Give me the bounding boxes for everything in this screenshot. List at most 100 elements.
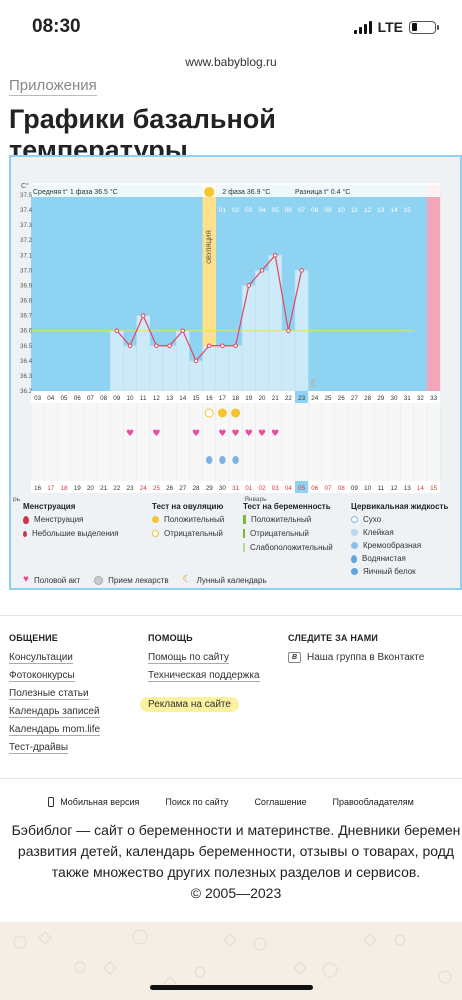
- calendar-date-label: 29: [206, 485, 214, 492]
- footer-link-ads[interactable]: Реклама на сайте: [140, 697, 260, 712]
- legend-menstruation: Менструация Менструация Небольшие выделе…: [23, 502, 119, 543]
- browser-url[interactable]: www.babyblog.ru: [185, 55, 277, 69]
- cycle-day-label: 20: [258, 395, 266, 402]
- pill-icon: [94, 575, 104, 585]
- calendar-date-label: 10: [364, 485, 372, 492]
- y-tick-label: 36.2: [20, 388, 33, 395]
- top-cycle-day-label: 06: [285, 207, 293, 214]
- y-tick-label: 36.8: [20, 298, 33, 305]
- home-indicator: [150, 985, 313, 990]
- footer-divider: [0, 615, 462, 616]
- today-date-highlight: [295, 481, 309, 493]
- ovulation-column: [202, 185, 216, 391]
- footer-link-calendar[interactable]: Календарь записей: [9, 706, 100, 718]
- footer-link-support[interactable]: Техническая поддержка: [148, 670, 260, 682]
- temperature-point: [167, 343, 172, 349]
- breadcrumb-apps[interactable]: Приложения: [9, 77, 97, 96]
- temperature-bar: [241, 285, 256, 392]
- footer-link-help[interactable]: Помощь по сайту: [148, 652, 229, 664]
- cycle-day-label: 04: [47, 395, 55, 402]
- cycle-day-label: 21: [272, 395, 280, 402]
- legend-item: Половой акт: [33, 575, 81, 585]
- about-line: развития детей, календарь беременности, …: [17, 843, 455, 859]
- legend-item: Отрицательный: [164, 529, 223, 538]
- chart-legend: Менструация Менструация Небольшие выделе…: [23, 502, 453, 590]
- rights-holders-link[interactable]: Правообладателям: [332, 797, 414, 807]
- footer-divider-2: [0, 778, 462, 779]
- calendar-date-label: 11: [378, 485, 385, 492]
- about-text: Бэбиблог — сайт о беременности и материн…: [0, 820, 462, 904]
- ovulation-label: ОВУЛЯЦИЯ: [207, 230, 213, 263]
- top-cycle-day-label: 02: [232, 207, 240, 214]
- cycle-day-label: 03: [34, 395, 42, 402]
- calendar-date-label: 06: [311, 485, 319, 492]
- calendar-date-label: 30: [219, 485, 227, 492]
- ovulation-sun-icon: [204, 187, 215, 197]
- top-cycle-day-label: 01: [219, 207, 227, 214]
- footer-link-testdrive[interactable]: Тест-драйвы: [9, 742, 69, 754]
- legend-item: Небольшие выделения: [32, 529, 119, 538]
- intercourse-heart: ♥: [245, 429, 253, 439]
- cycle-day-label: 18: [232, 395, 240, 402]
- y-tick-label: 36.7: [20, 313, 33, 320]
- temperature-point: [127, 343, 133, 349]
- cycle-day-label: 31: [404, 395, 412, 402]
- phase1-average-label: Средняя t° 1 фаза 36.5 °С: [33, 188, 118, 196]
- cycle-day-label: 16: [206, 395, 214, 402]
- temperature-point: [206, 343, 212, 349]
- moon-phase-icon: ☾: [310, 379, 319, 390]
- footer-link-consult[interactable]: Консультации: [9, 652, 73, 664]
- footer-col-help: ПОМОЩЬ Помощь по сайту Техническая подде…: [140, 633, 260, 717]
- temperature-point: [299, 268, 304, 273]
- top-cycle-day-label: 03: [245, 207, 253, 214]
- y-axis-unit: С°: [21, 182, 29, 190]
- cycle-day-label: 09: [113, 395, 121, 402]
- site-search-link[interactable]: Поиск по сайту: [165, 797, 229, 807]
- temperature-bar: [149, 345, 164, 392]
- top-cycle-day-label: 10: [338, 207, 346, 214]
- footer-link-articles[interactable]: Полезные статьи: [9, 688, 89, 700]
- legend-item: Отрицательный: [250, 529, 309, 538]
- agreement-link[interactable]: Соглашение: [254, 797, 307, 807]
- footer-link-vk[interactable]: B Наша группа в Вконтакте: [288, 652, 424, 663]
- temperature-bar: [123, 345, 137, 392]
- legend-cervical-fluid: Цервикальная жидкость Сухо Клейкая Кремо…: [351, 502, 448, 580]
- temperature-bar: [228, 345, 243, 392]
- footer-col-community: ОБЩЕНИЕ Консультации Фотоконкурсы Полезн…: [9, 633, 101, 760]
- calendar-date-label: 31: [232, 485, 240, 492]
- network-label: LTE: [377, 19, 403, 35]
- temperature-point: [220, 343, 225, 349]
- footer-col-follow: СЛЕДИТЕ ЗА НАМИ B Наша группа в Вконтакте: [288, 633, 424, 670]
- footer-link-momlife[interactable]: Календарь mom.life: [9, 724, 101, 736]
- dry-icon: [351, 516, 358, 523]
- y-tick-label: 36.9: [20, 282, 33, 289]
- top-cycle-day-label: 14: [390, 207, 398, 214]
- legend-item: Водянистая: [362, 554, 406, 563]
- cervical-fluid-mark: [219, 456, 226, 464]
- chart-header-bg: [31, 183, 441, 197]
- y-tick-label: 36.3: [20, 373, 33, 380]
- cycle-day-label: 06: [74, 395, 82, 402]
- temperature-point: [193, 358, 199, 364]
- temperature-point: [180, 328, 186, 333]
- top-cycle-day-label: 12: [364, 207, 372, 214]
- calendar-date-label: 20: [87, 485, 95, 492]
- calendar-date-label: 05: [298, 485, 306, 492]
- calendar-date-label: 13: [404, 485, 412, 492]
- legend-item: Клейкая: [363, 528, 394, 537]
- y-tick-label: 36.6: [20, 328, 33, 335]
- cycle-day-label: 13: [166, 395, 174, 402]
- y-tick-label: 36.5: [20, 343, 33, 350]
- legend-item: Кремообразная: [363, 541, 422, 550]
- calendar-date-label: 14: [417, 485, 425, 492]
- cycle-day-label: 33: [430, 395, 438, 402]
- status-indicators: LTE: [353, 19, 439, 35]
- mobile-version-link[interactable]: Мобильная версия: [48, 797, 139, 807]
- intercourse-heart: ♥: [152, 429, 160, 439]
- footer-link-photo[interactable]: Фотоконкурсы: [9, 670, 75, 682]
- legend-menstruation-title: Менструация: [23, 502, 76, 511]
- cycle-day-label: 10: [126, 395, 134, 402]
- about-line: Бэбиблог — сайт о беременности и материн…: [11, 822, 461, 838]
- calendar-date-label: 23: [126, 485, 134, 492]
- top-cycle-day-label: 13: [377, 207, 385, 214]
